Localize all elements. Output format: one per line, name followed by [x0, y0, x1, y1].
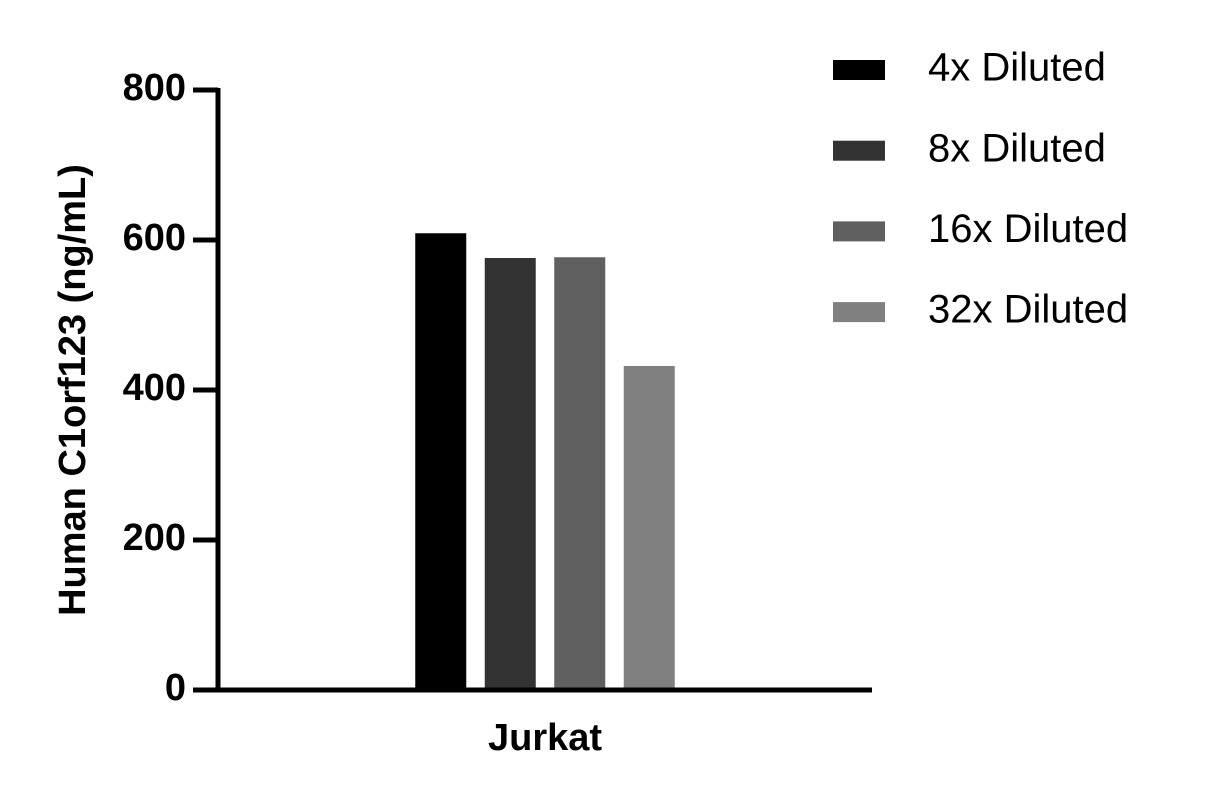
y-tick-label: 800	[123, 67, 186, 109]
y-tick-label: 0	[165, 667, 186, 709]
legend-swatch	[833, 60, 885, 80]
bar	[623, 366, 675, 690]
legend-swatch	[833, 221, 885, 242]
legend-label: 32x Diluted	[928, 288, 1128, 332]
legend-swatch	[833, 302, 885, 323]
bar	[484, 258, 536, 690]
legend-label: 8x Diluted	[928, 126, 1106, 170]
y-tick-label: 400	[123, 367, 186, 409]
x-tick-label: Jurkat	[488, 717, 602, 759]
legend-label: 16x Diluted	[928, 207, 1128, 251]
bar	[415, 233, 467, 690]
y-tick-label: 200	[123, 517, 186, 559]
y-tick-label: 600	[123, 217, 186, 259]
y-axis-label: Human C1orf123 (ng/mL)	[52, 164, 94, 616]
legend-swatch	[833, 140, 885, 161]
bar	[554, 257, 606, 690]
legend-label: 4x Diluted	[928, 46, 1106, 90]
